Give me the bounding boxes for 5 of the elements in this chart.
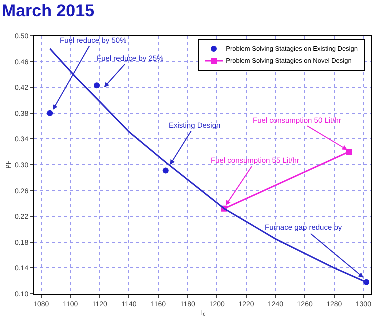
point xyxy=(346,149,352,156)
chart-title: March 2015 xyxy=(2,2,95,21)
point xyxy=(94,82,100,89)
point xyxy=(162,168,169,174)
point xyxy=(47,110,54,116)
